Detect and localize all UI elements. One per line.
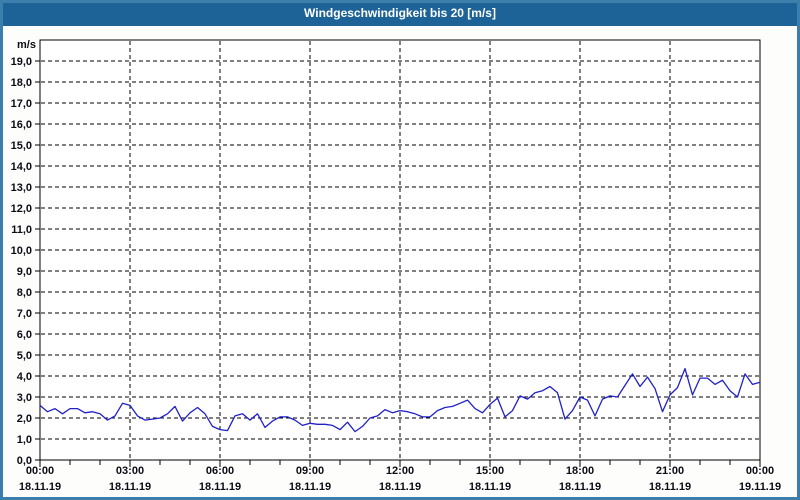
- y-tick-label: 6,0: [17, 329, 32, 341]
- x-date-label: 18.11.19: [289, 481, 331, 493]
- y-tick-label: 9,0: [17, 266, 32, 278]
- y-tick-label: 11,0: [11, 224, 32, 236]
- y-tick-label: 1,0: [17, 434, 32, 446]
- x-time-label: 09:00: [296, 465, 324, 477]
- x-date-label: 18.11.19: [199, 481, 241, 493]
- y-tick-label: 8,0: [17, 287, 32, 299]
- y-tick-label: 16,0: [11, 119, 32, 131]
- y-tick-label: 14,0: [11, 161, 32, 173]
- title-bar: Windgeschwindigkeit bis 20 [m/s]: [0, 0, 800, 26]
- wind-speed-series-line: [39, 367, 761, 433]
- y-tick-label: 7,0: [17, 308, 32, 320]
- x-time-label: 06:00: [206, 465, 234, 477]
- chart-title: Windgeschwindigkeit bis 20 [m/s]: [304, 6, 496, 20]
- x-date-label: 18.11.19: [19, 481, 61, 493]
- x-date-label: 18.11.19: [559, 481, 601, 493]
- y-tick-label: 12,0: [11, 203, 32, 215]
- y-tick-label: 15,0: [11, 140, 32, 152]
- y-tick-label: 19,0: [11, 56, 32, 68]
- y-tick-label: 4,0: [17, 371, 32, 383]
- x-time-label: 21:00: [656, 465, 684, 477]
- x-time-label: 00:00: [26, 465, 54, 477]
- x-time-label: 03:00: [116, 465, 144, 477]
- x-time-label: 15:00: [476, 465, 504, 477]
- x-time-label: 00:00: [746, 465, 774, 477]
- y-tick-label: 10,0: [11, 245, 32, 257]
- y-tick-label: 17,0: [11, 98, 32, 110]
- x-date-label: 19.11.19: [739, 481, 781, 493]
- y-tick-label: 0,0: [17, 455, 32, 467]
- y-tick-label: 13,0: [11, 182, 32, 194]
- y-tick-label: 5,0: [17, 350, 32, 362]
- x-time-label: 12:00: [386, 465, 414, 477]
- x-date-label: 18.11.19: [109, 481, 151, 493]
- x-date-label: 18.11.19: [469, 481, 511, 493]
- wind-speed-chart: 0,0 1,0 2,0 3,0 4,0 5,0 6,0 7,0 8,0 9,0 10,0 11,0 12…: [11, 39, 782, 493]
- y-axis-unit-label: m/s: [17, 39, 36, 51]
- y-tick-label: 18,0: [11, 77, 32, 89]
- y-tick-label: 3,0: [17, 392, 32, 404]
- x-time-label: 18:00: [566, 465, 594, 477]
- x-date-label: 18.11.19: [649, 481, 691, 493]
- x-date-label: 18.11.19: [379, 481, 421, 493]
- y-tick-label: 2,0: [17, 413, 32, 425]
